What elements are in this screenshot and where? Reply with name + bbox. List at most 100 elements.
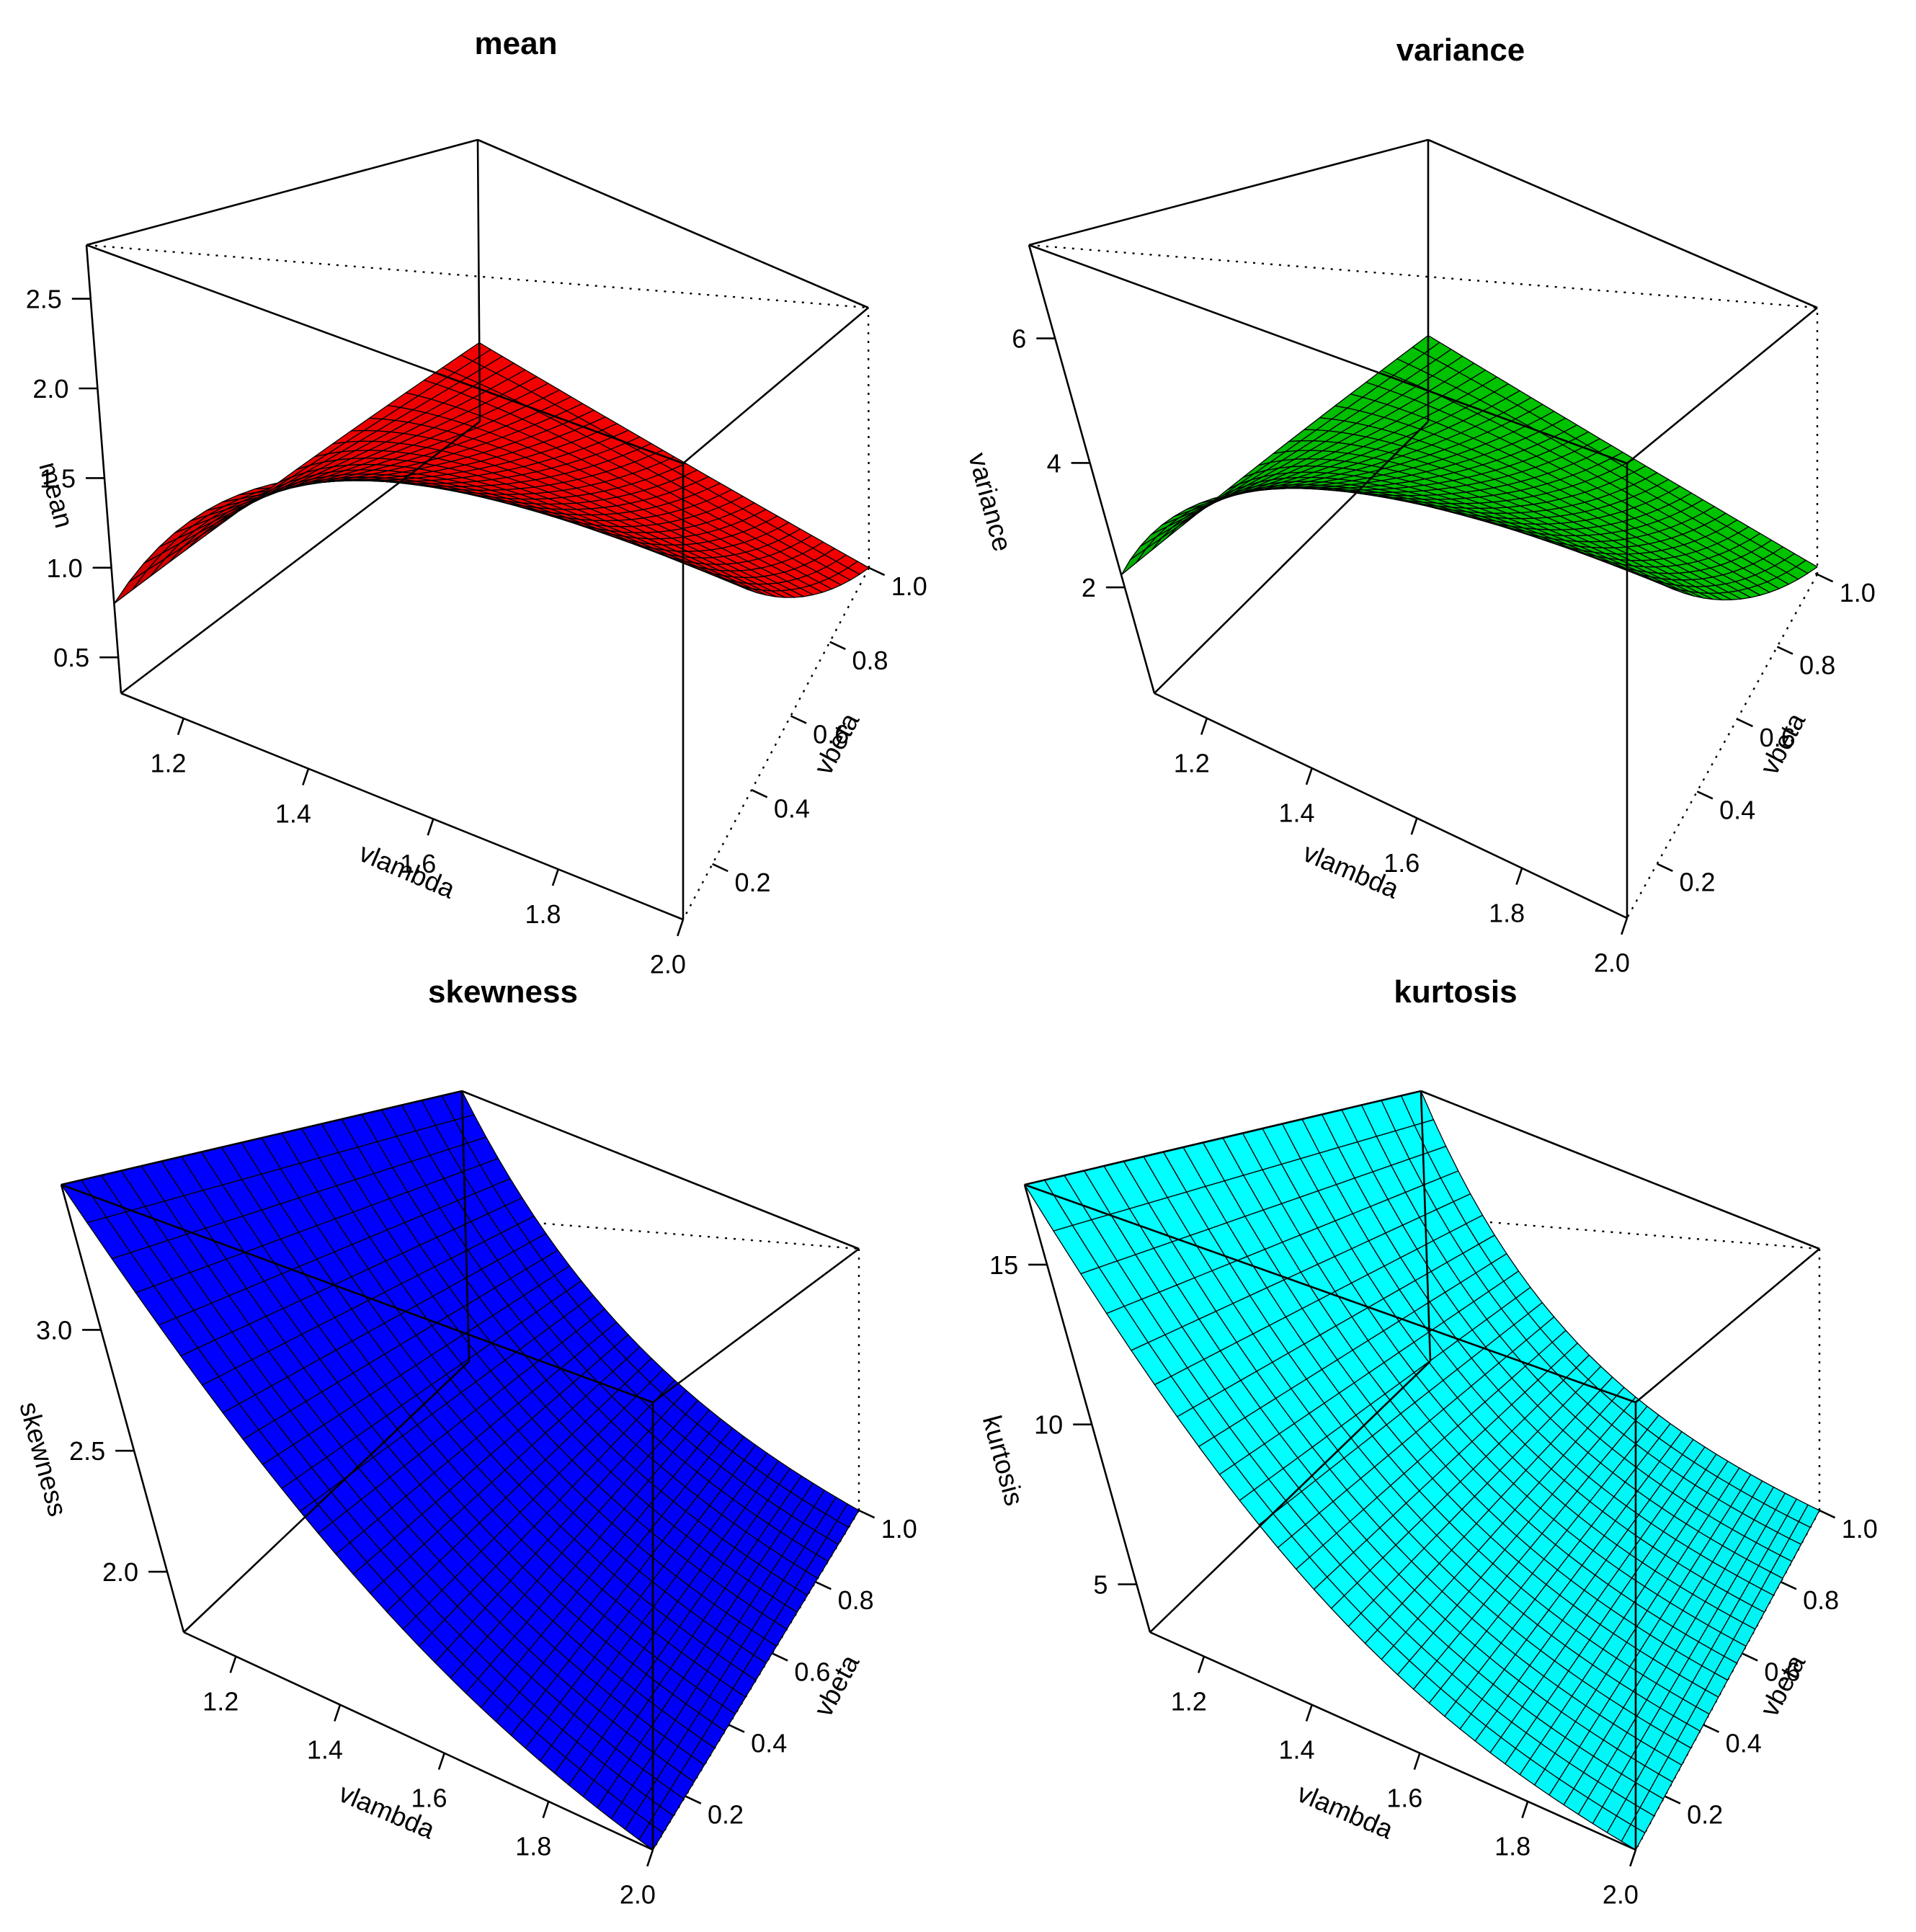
box-front-edges (85, 138, 869, 921)
x-tick-label: 1.2 (150, 749, 186, 778)
x-tick (1305, 767, 1313, 785)
z-tick-label: 6 (1012, 324, 1026, 354)
surface-facet (1120, 548, 1146, 576)
box-edge (1023, 1184, 1151, 1633)
box-edge-hidden (867, 307, 870, 569)
x-tick (677, 919, 685, 937)
y-tick-label: 0.2 (708, 1800, 744, 1830)
y-tick (712, 863, 728, 873)
box-edge (60, 1184, 185, 1633)
x-tick-label: 1.6 (411, 1784, 447, 1813)
y-tick (751, 789, 768, 798)
box-edge (86, 244, 684, 465)
y-tick (790, 715, 807, 724)
x-tick (1197, 1656, 1206, 1673)
x-axis: 1.2 1.4 1.6 1.8 2.0 (1171, 1656, 1639, 1910)
z-axis-label: variance (963, 450, 1017, 555)
y-axis: 0.2 0.4 0.6 0.8 1.0 (712, 566, 927, 897)
y-tick (1737, 718, 1753, 728)
box-edge (86, 138, 478, 246)
box-front-edges (60, 1090, 860, 1851)
x-tick (1200, 718, 1208, 735)
panel-variance: variance 1.2 1.4 1.6 1.8 2.0 0.2 0.4 0.6 0.8 1.0… (963, 32, 1876, 978)
y-tick-label: 0.4 (1719, 795, 1755, 824)
box-edge (61, 1090, 463, 1186)
y-tick (1696, 791, 1714, 800)
panel-title: skewness (428, 974, 578, 1010)
box-edge (1420, 1090, 1820, 1250)
x-tick-label: 2.0 (1594, 948, 1630, 978)
y-axis-label: vbeta (1755, 1650, 1812, 1722)
y-tick-label: 0.8 (1799, 651, 1835, 680)
y-tick (1817, 573, 1834, 583)
z-tick-label: 1.0 (47, 553, 83, 583)
z-tick-label: 5 (1093, 1570, 1108, 1600)
box-edge (1154, 692, 1628, 920)
box-edge (1028, 138, 1429, 246)
x-tick-label: 1.2 (202, 1686, 239, 1716)
box-front-edges (1023, 1090, 1820, 1851)
z-axis-label: skewness (14, 1399, 73, 1520)
x-tick-label: 1.6 (400, 849, 436, 878)
x-tick-label: 2.0 (650, 950, 686, 979)
box-front-edges (1028, 138, 1818, 920)
box-edge-hidden (86, 244, 869, 309)
y-tick (685, 1795, 702, 1804)
surface-mesh (1120, 334, 1818, 601)
y-tick (858, 1509, 875, 1519)
surface-mesh (1024, 1090, 1820, 1851)
z-axis: 5 10 15 (989, 1250, 1137, 1600)
surface-mesh (113, 342, 870, 605)
x-tick-label: 1.4 (307, 1735, 343, 1764)
x-tick-label: 1.8 (1489, 898, 1525, 927)
box-edge (1149, 1631, 1636, 1851)
box-edge-hidden (1028, 244, 1818, 309)
x-tick (551, 868, 559, 886)
y-tick-label: 1.0 (891, 571, 927, 601)
box-edge (1635, 1248, 1820, 1403)
y-axis: 0.2 0.4 0.6 0.8 1.0 (685, 1509, 917, 1830)
box-edge-hidden (682, 567, 870, 920)
y-tick-label: 0.2 (1687, 1800, 1723, 1830)
y-tick (868, 566, 886, 577)
box-edge (120, 692, 684, 921)
x-tick (1410, 817, 1418, 835)
box-edge (1420, 1090, 1432, 1362)
box-edge (183, 1631, 654, 1851)
box-edge (85, 244, 122, 694)
z-tick-label: 0.5 (53, 643, 89, 672)
panel-title: mean (475, 26, 558, 61)
z-tick-label: 2.0 (32, 374, 68, 404)
x-tick (1413, 1753, 1421, 1771)
z-axis-label: kurtosis (977, 1412, 1030, 1509)
x-tick-label: 1.8 (515, 1832, 551, 1861)
x-tick (1621, 917, 1628, 935)
x-tick (1515, 868, 1523, 885)
x-tick (302, 768, 310, 785)
panel-title: kurtosis (1394, 974, 1517, 1010)
z-tick-label: 2.5 (69, 1436, 105, 1466)
box-edge (460, 1090, 471, 1362)
x-tick (542, 1801, 550, 1819)
box-edge (1626, 306, 1818, 465)
y-tick-label: 0.8 (838, 1585, 874, 1615)
x-tick-label: 1.6 (1383, 848, 1420, 878)
x-tick (437, 1753, 445, 1771)
x-tick-label: 1.4 (275, 798, 311, 828)
box-edge (652, 1247, 860, 1404)
box-edge (1149, 1361, 1431, 1633)
x-tick (1521, 1801, 1529, 1819)
x-tick (229, 1656, 237, 1673)
x-tick (1305, 1704, 1313, 1722)
box-edge (1024, 1183, 1636, 1404)
z-tick-label: 2 (1082, 573, 1096, 602)
x-axis: 1.2 1.4 1.6 1.8 2.0 (150, 718, 686, 979)
box-edge (682, 307, 869, 464)
x-tick-label: 1.4 (1278, 1735, 1314, 1764)
z-tick-label: 4 (1047, 448, 1061, 478)
x-tick-label: 1.8 (525, 899, 561, 929)
y-tick-label: 0.6 (1764, 1657, 1800, 1686)
x-axis-label: vlambda (355, 837, 460, 904)
x-tick (1629, 1849, 1637, 1867)
